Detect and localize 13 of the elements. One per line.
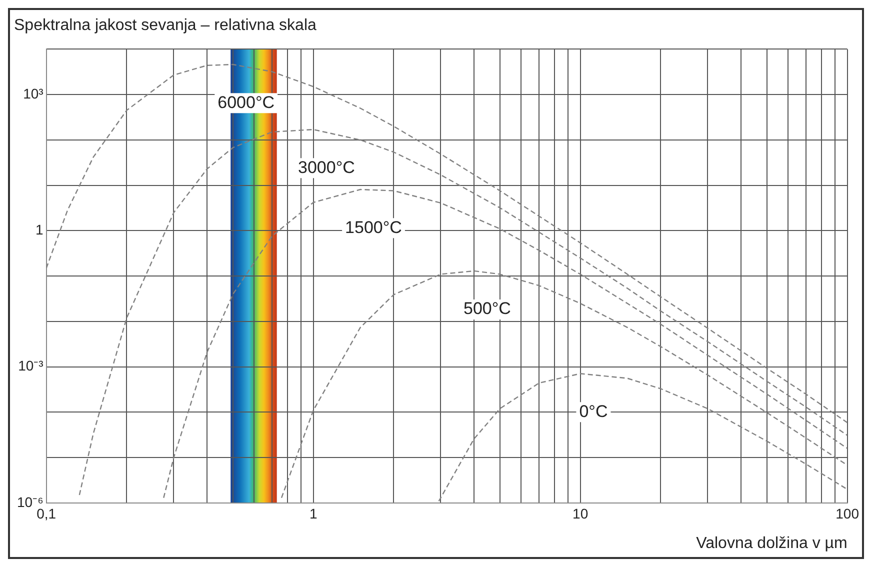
y-tick-label: 10⁻³	[18, 358, 44, 374]
series-label: 500°C	[463, 299, 511, 318]
y-tick-label: 10³	[23, 85, 44, 102]
series-label: 3000°C	[298, 158, 355, 177]
x-axis-title: Valovna dolžina v µm	[696, 534, 848, 552]
series-label: 6000°C	[218, 92, 275, 112]
x-tick-label: 1	[309, 505, 318, 522]
y-tick-label: 1	[36, 222, 44, 238]
series-label: 1500°C	[345, 218, 402, 237]
series-label: 0°C	[579, 402, 608, 421]
x-tick-label: 10	[572, 505, 588, 522]
x-tick-label: 100	[836, 505, 860, 522]
chart-title: Spektralna jakost sevanja – relativna skala	[14, 17, 316, 34]
